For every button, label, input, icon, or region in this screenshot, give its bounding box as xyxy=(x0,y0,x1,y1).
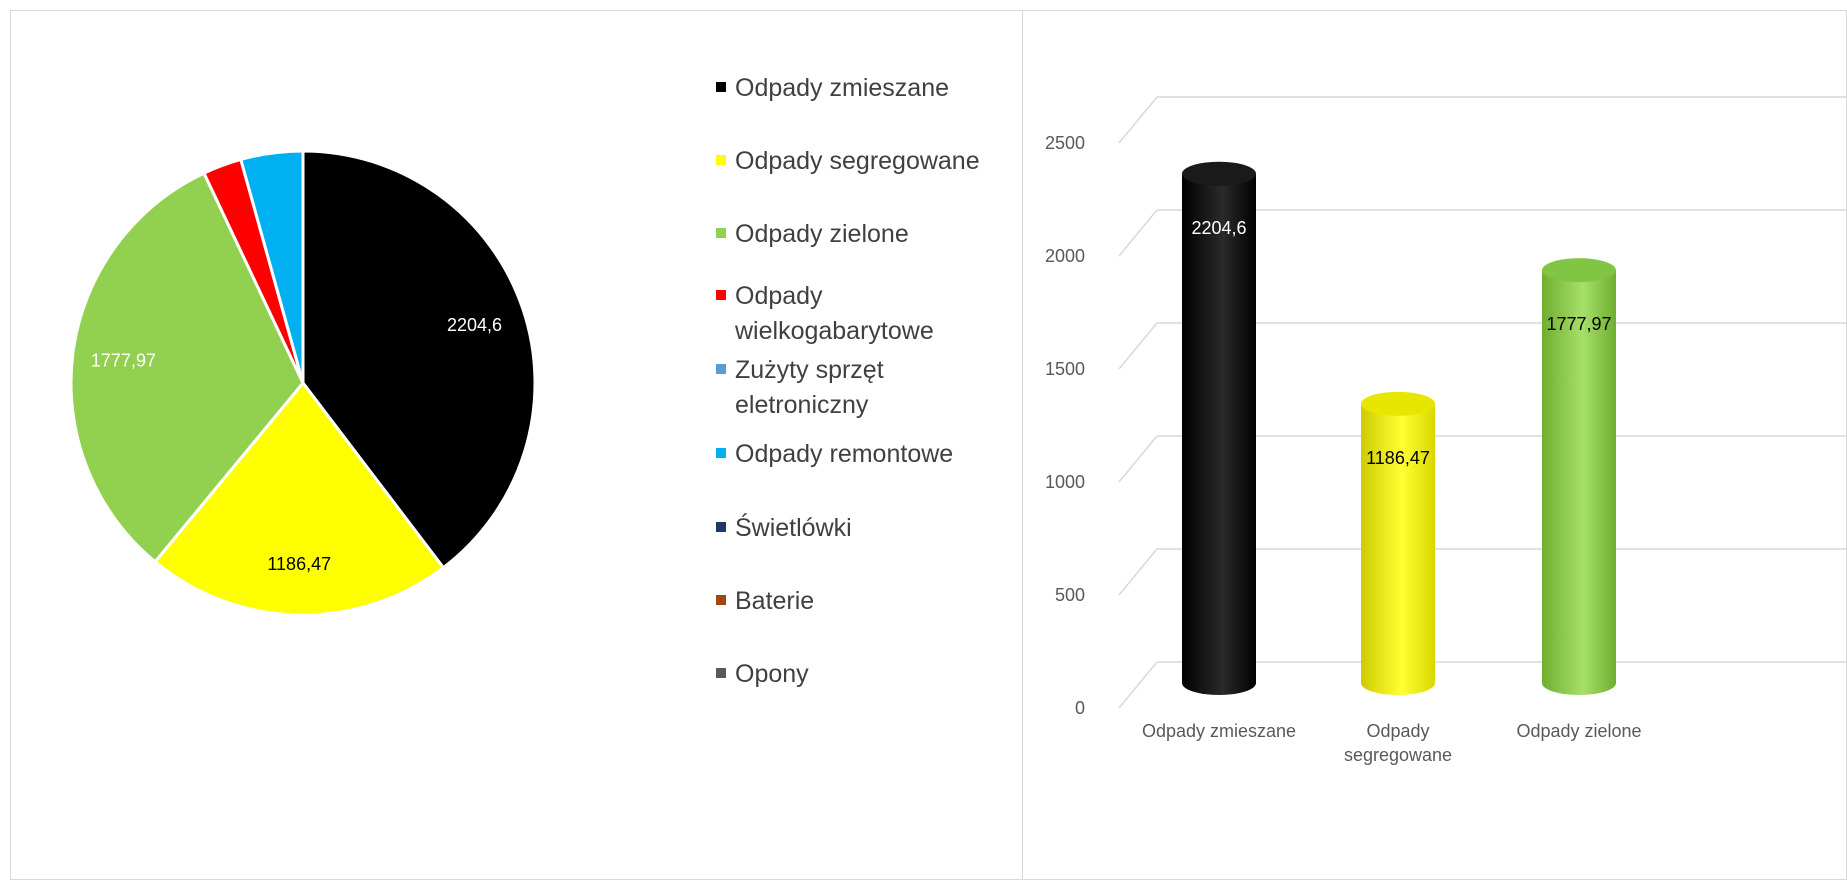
bar-chart: 0 500 1000 1500 2000 2500 2204,6 Odpady zmiesza… xyxy=(1045,96,1846,765)
pie-slice-odpady-zielone xyxy=(69,171,305,564)
legend-swatch xyxy=(716,82,726,92)
bar-data-label: 2204,6 xyxy=(1191,218,1246,238)
pie-data-label: 1186,47 xyxy=(267,554,331,574)
x-tick-label: Odpady zmieszane xyxy=(1142,721,1296,741)
legend-swatch xyxy=(716,364,726,374)
bar-top-odpady-zmieszane xyxy=(1182,161,1256,186)
legend-item-odpady-wielkogabarytowe: Odpady wielkogabarytowe xyxy=(716,279,1016,349)
y-tick-label: 2000 xyxy=(1045,246,1085,266)
legend-label: Zużyty sprzęt eletroniczny xyxy=(735,356,884,419)
legend-item-swietlowki: Świetlówki xyxy=(716,511,1016,546)
legend-item-opony: Opony xyxy=(716,657,1016,692)
y-tick-label: 1000 xyxy=(1045,472,1085,492)
pie-data-label: 1777,97 xyxy=(91,350,156,370)
legend-swatch xyxy=(716,595,726,605)
legend-label: Odpady segregowane xyxy=(735,147,980,175)
bar-odpady-zmieszane xyxy=(1182,173,1256,696)
pie-chart-panel: 2204,6 1186,47 1777,97 Odpady zmieszane Odp… xyxy=(10,10,1023,880)
legend-swatch xyxy=(716,668,726,678)
bar-top-odpady-segregowane xyxy=(1361,391,1435,416)
legend-label: Odpady remontowe xyxy=(735,440,954,468)
legend-item-zuzyty-sprzet-eletroniczny: Zużyty sprzęt eletroniczny xyxy=(716,353,1016,423)
pie-slice-odpady-segregowane xyxy=(152,380,446,617)
legend-item-odpady-segregowane: Odpady segregowane xyxy=(716,144,1016,179)
legend-label: Odpady zielone xyxy=(735,220,909,248)
bar-data-label: 1777,97 xyxy=(1546,314,1611,334)
legend-item-baterie: Baterie xyxy=(716,584,1016,619)
legend-swatch xyxy=(716,290,726,300)
gridline-side xyxy=(1118,96,1158,144)
legend-swatch xyxy=(716,228,726,238)
legend-label: Baterie xyxy=(735,587,815,615)
x-tick-label: Odpady zielone xyxy=(1516,721,1641,741)
gridline-side xyxy=(1118,322,1158,370)
legend-swatch xyxy=(716,155,726,165)
pie-slice-odpady-remontowe xyxy=(238,149,305,384)
legend-label: Odpady zmieszane xyxy=(735,74,950,102)
pie-chart: 2204,6 1186,47 1777,97 xyxy=(69,149,537,617)
gridline-side xyxy=(1118,435,1158,483)
legend-item-odpady-remontowe: Odpady remontowe xyxy=(716,437,1016,472)
bar-odpady-zielone xyxy=(1542,270,1616,695)
gridline-side xyxy=(1118,209,1158,257)
gridline-side xyxy=(1118,548,1158,596)
bar-odpady-segregowane xyxy=(1361,403,1435,695)
pie-slice-odpady-zmieszane xyxy=(301,149,537,570)
pie-data-label: 2204,6 xyxy=(447,315,502,335)
y-tick-label: 0 xyxy=(1075,698,1085,718)
x-tick-label: Odpady segregowane xyxy=(1344,721,1452,765)
bar-top-odpady-zielone xyxy=(1542,258,1616,283)
legend-item-odpady-zielone: Odpady zielone xyxy=(716,217,1016,252)
legend-label: Świetlówki xyxy=(735,514,852,542)
y-tick-label: 1500 xyxy=(1045,359,1085,379)
legend-label: Opony xyxy=(735,660,809,688)
legend-label: Odpady wielkogabarytowe xyxy=(735,282,934,345)
y-tick-label: 500 xyxy=(1055,585,1085,605)
legend-item-odpady-zmieszane: Odpady zmieszane xyxy=(716,71,1016,106)
bar-data-label: 1186,47 xyxy=(1366,448,1430,468)
bar-chart-panel: 0 500 1000 1500 2000 2500 2204,6 Odpady zmiesza… xyxy=(1022,10,1847,880)
legend-swatch xyxy=(716,448,726,458)
y-tick-label: 2500 xyxy=(1045,133,1085,153)
legend-swatch xyxy=(716,522,726,532)
gridline-side xyxy=(1118,661,1158,709)
